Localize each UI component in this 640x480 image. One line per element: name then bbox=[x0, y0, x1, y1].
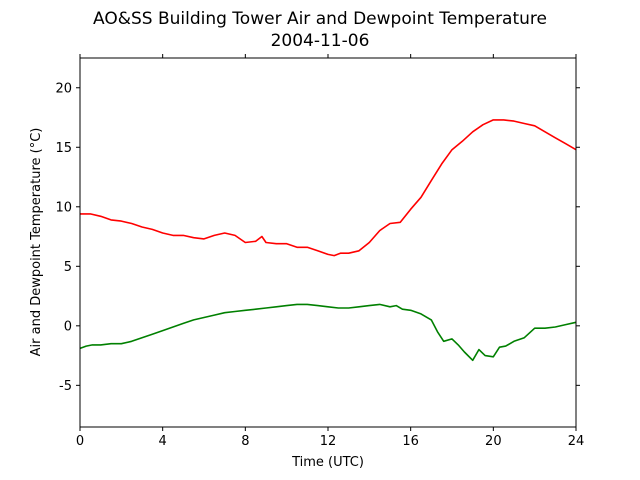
series-layer bbox=[79, 119, 577, 362]
chart-title: AO&SS Building Tower Air and Dewpoint Te… bbox=[93, 9, 547, 29]
y-tick-label: 0 bbox=[64, 319, 72, 334]
y-tick-label: -5 bbox=[59, 379, 72, 394]
series-line-1 bbox=[79, 303, 577, 362]
x-tick-label: 8 bbox=[241, 434, 249, 449]
x-tick-label: 20 bbox=[485, 434, 502, 449]
x-tick-label: 16 bbox=[402, 434, 419, 449]
x-axis-label: Time (UTC) bbox=[291, 455, 364, 470]
x-tick-label: 24 bbox=[568, 434, 585, 449]
y-axis-label: Air and Dewpoint Temperature (°C) bbox=[29, 128, 44, 357]
y-tick-label: 10 bbox=[55, 200, 72, 215]
series-line-0 bbox=[80, 119, 577, 257]
y-tick-label: 20 bbox=[55, 81, 72, 96]
plot-frame bbox=[79, 57, 577, 428]
x-tick-label: 12 bbox=[320, 434, 337, 449]
x-tick-label: 0 bbox=[76, 434, 84, 449]
y-tick-label: 15 bbox=[55, 141, 72, 156]
chart-subtitle: 2004-11-06 bbox=[271, 31, 370, 51]
tick-layer: 0 4 8 12 16 20 24 -5 0 5 10 15 20 bbox=[55, 54, 584, 449]
y-tick-label: 5 bbox=[64, 260, 72, 275]
x-tick-label: 4 bbox=[159, 434, 167, 449]
